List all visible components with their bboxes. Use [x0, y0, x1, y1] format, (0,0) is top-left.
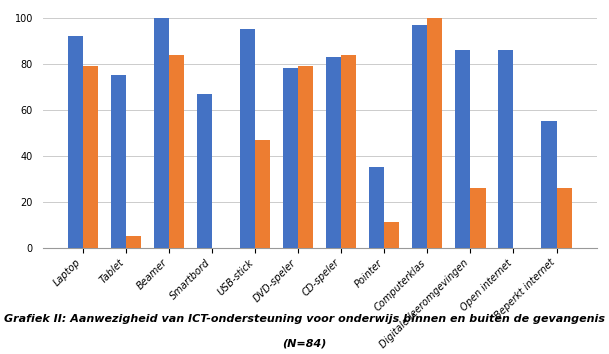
- Bar: [369, 167, 384, 248]
- Bar: [111, 75, 126, 248]
- Bar: [283, 68, 298, 248]
- Bar: [197, 93, 212, 248]
- Bar: [154, 18, 169, 248]
- Bar: [557, 188, 572, 248]
- Bar: [341, 55, 356, 248]
- Bar: [412, 25, 428, 248]
- Bar: [541, 121, 557, 248]
- Bar: [428, 18, 443, 248]
- Bar: [240, 29, 255, 248]
- Bar: [255, 139, 270, 248]
- Bar: [384, 223, 400, 248]
- Bar: [298, 66, 313, 248]
- Bar: [326, 57, 341, 248]
- Bar: [68, 36, 83, 248]
- Bar: [456, 50, 470, 248]
- Bar: [126, 236, 141, 248]
- Bar: [470, 188, 485, 248]
- Bar: [498, 50, 513, 248]
- Text: Grafiek II: Aanwezigheid van ICT-ondersteuning voor onderwijs binnen en buiten d: Grafiek II: Aanwezigheid van ICT-onderst…: [4, 314, 605, 324]
- Text: (N=84): (N=84): [283, 338, 326, 348]
- Bar: [169, 55, 184, 248]
- Bar: [83, 66, 98, 248]
